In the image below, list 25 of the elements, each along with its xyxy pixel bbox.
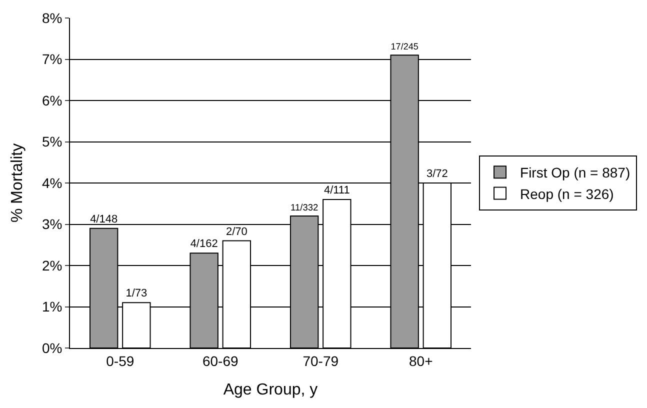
x-axis-title: Age Group, y (223, 382, 318, 398)
x-tick-label: 60-69 (202, 352, 238, 369)
y-tick-label: 6% (42, 92, 62, 108)
x-tick-label: 0-59 (106, 352, 134, 369)
y-tick-label: 4% (42, 174, 62, 191)
y-tick-label: 3% (42, 216, 62, 232)
y-tick-label: 0% (42, 340, 62, 356)
data-label: 11/332 (290, 202, 318, 212)
y-tick-label: 5% (42, 134, 62, 150)
y-axis-title: % Mortality (8, 143, 26, 223)
data-label: 4/162 (190, 238, 218, 250)
y-tick-label: 7% (42, 51, 62, 68)
x-tick-label: 70-79 (302, 352, 339, 369)
data-label: 3/72 (426, 168, 448, 180)
legend-label: First Op (n = 887) (520, 164, 630, 181)
data-label: 4/148 (90, 213, 118, 226)
data-label: 1/73 (126, 288, 148, 300)
y-tick-label: 1% (42, 298, 62, 315)
data-label: 17/245 (390, 42, 418, 52)
data-label: 2/70 (226, 226, 248, 238)
y-tick-label: 8% (42, 10, 62, 26)
y-tick-label: 2% (42, 257, 62, 274)
legend-label: Reop (n = 326) (520, 186, 614, 202)
x-tick-label: 80+ (409, 352, 433, 369)
data-label: 4/111 (324, 184, 350, 196)
